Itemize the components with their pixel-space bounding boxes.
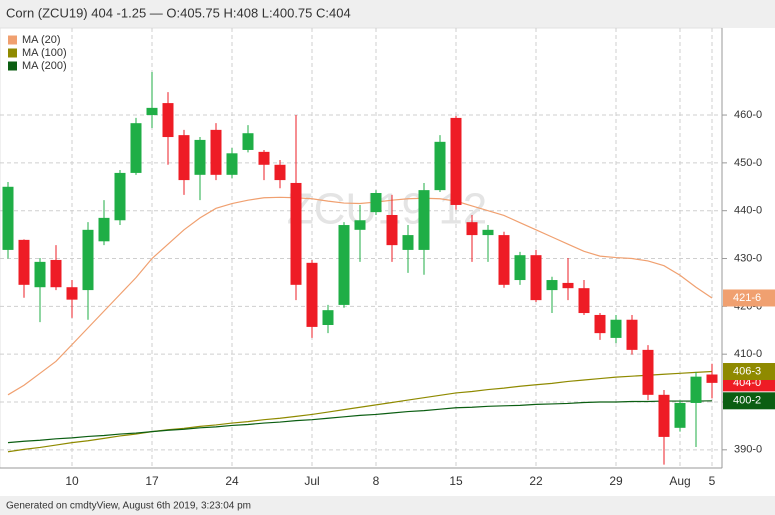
candle-body: [162, 103, 174, 138]
y-tick-label: 460-0: [734, 109, 762, 121]
last-value-label: 406-3: [733, 365, 761, 377]
candle-body: [2, 186, 14, 250]
candle-body: [50, 259, 62, 288]
x-tick-label: 22: [529, 474, 543, 488]
ma-line: [7, 196, 713, 396]
candle-body: [594, 314, 606, 334]
legend-swatch: [8, 48, 17, 58]
candle-body: [130, 123, 142, 173]
header-bar: [0, 0, 775, 28]
ma-line: [7, 400, 713, 444]
candle-body: [658, 394, 670, 437]
candle-body: [370, 193, 382, 213]
x-tick-label: Aug: [669, 474, 690, 488]
plot-area: [0, 27, 723, 469]
candle-body: [514, 255, 526, 281]
footer: Generated on cmdtyView, August 6th 2019,…: [6, 501, 251, 512]
x-tick-label: 5: [709, 474, 716, 488]
candle-body: [242, 133, 254, 150]
last-value-label: 421-6: [733, 292, 761, 304]
legend-label: MA (100): [22, 47, 67, 59]
last-value-box: [723, 289, 775, 307]
candle-body: [18, 239, 30, 285]
last-value-box: [723, 363, 775, 381]
candle-body: [562, 282, 574, 289]
candle-body: [210, 129, 222, 175]
candle-body: [402, 235, 414, 250]
x-tick-label: 17: [145, 474, 159, 488]
candle-body: [354, 220, 366, 230]
candle-body: [482, 229, 494, 236]
legend-swatch: [8, 35, 17, 45]
ma-line: [7, 370, 713, 453]
candle-body: [530, 255, 542, 301]
candle-body: [466, 222, 478, 236]
last-value-box: [723, 392, 775, 410]
x-tick-label: Jul: [304, 474, 319, 488]
candle-body: [338, 225, 350, 305]
candle-body: [578, 288, 590, 314]
chart-title: Corn (ZCU19) 404 -1.25 — O:405.75 H:408 …: [6, 5, 351, 20]
candle-body: [642, 349, 654, 395]
x-tick-label: 15: [449, 474, 463, 488]
y-tick-label: 410-0: [734, 348, 762, 360]
y-tick-label: 440-0: [734, 205, 762, 217]
legend-swatch: [8, 61, 17, 71]
candle-body: [178, 135, 190, 181]
x-tick-label: 29: [609, 474, 623, 488]
candle-body: [498, 235, 510, 285]
candle-body: [306, 262, 318, 327]
y-tick-label: 450-0: [734, 157, 762, 169]
candle-body: [290, 182, 302, 285]
candle-body: [674, 402, 686, 428]
candle-body: [450, 117, 462, 205]
candle-body: [546, 280, 558, 291]
candle-body: [98, 217, 110, 242]
y-tick-label: 390-0: [734, 444, 762, 456]
x-tick-label: 10: [65, 474, 79, 488]
last-value-label: 400-2: [733, 395, 761, 407]
candle-body: [226, 153, 238, 175]
candle-body: [418, 190, 430, 250]
candle-body: [274, 164, 286, 181]
x-tick-label: 8: [373, 474, 380, 488]
y-tick-label: 430-0: [734, 252, 762, 264]
candle-body: [194, 139, 206, 175]
candle-body: [114, 172, 126, 221]
candle-body: [386, 215, 398, 246]
legend-label: MA (200): [22, 60, 67, 72]
legend-label: MA (20): [22, 34, 61, 46]
candle-body: [82, 229, 94, 291]
x-tick-label: 24: [225, 474, 239, 488]
candle-body: [610, 319, 622, 338]
candle-body: [690, 376, 702, 403]
candle-body: [34, 261, 46, 288]
candle-body: [434, 141, 446, 191]
candle-body: [258, 151, 270, 165]
footer-bar: [0, 496, 775, 515]
candle-body: [66, 287, 78, 300]
candle-body: [626, 319, 638, 350]
candle-body: [146, 107, 158, 116]
candle-body: [322, 310, 334, 325]
candle-body: [706, 374, 718, 383]
